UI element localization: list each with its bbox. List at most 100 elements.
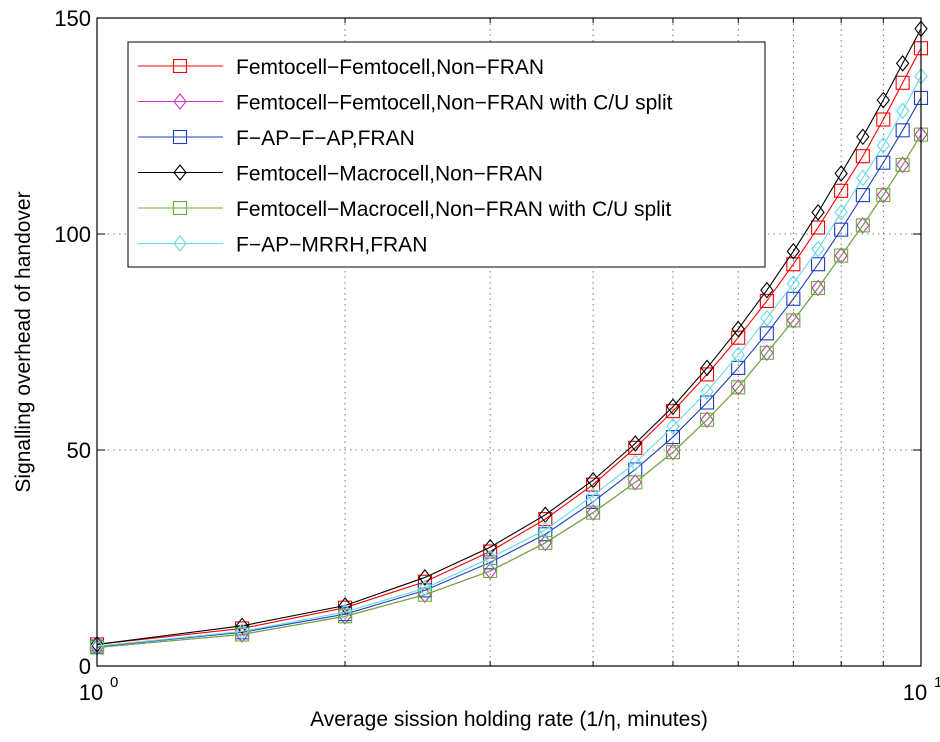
data-point	[700, 412, 715, 427]
data-point	[628, 440, 643, 455]
data-point	[834, 222, 849, 237]
data-point	[731, 378, 745, 396]
data-point	[665, 404, 681, 419]
data-point	[700, 411, 714, 429]
data-point	[666, 398, 680, 416]
x-tick-exponent: 0	[110, 674, 118, 691]
data-point	[834, 183, 849, 198]
data-point	[834, 165, 848, 182]
series-5	[89, 127, 929, 655]
data-point	[834, 204, 848, 221]
data-point	[855, 218, 870, 233]
data-point	[586, 505, 601, 520]
legend-item: F−AP−F−AP,FRAN	[138, 127, 415, 150]
data-point	[811, 220, 826, 235]
data-point	[628, 474, 642, 491]
series-6	[90, 67, 928, 655]
legend: Femtocell−Femtocell,Non−FRAN Femtocell−Fe…	[127, 41, 766, 268]
legend-label: Femtocell−Femtocell,Non−FRAN with C/U sp…	[236, 92, 673, 115]
legend-marker	[173, 93, 187, 110]
series-3	[89, 90, 929, 654]
x-tick-label: 10	[903, 680, 927, 705]
data-point	[760, 281, 774, 299]
data-point	[759, 326, 774, 341]
data-point	[876, 137, 891, 154]
plot-area-frame	[96, 17, 922, 667]
data-point	[895, 123, 910, 138]
data-point	[700, 359, 714, 377]
x-tick-label: 10	[79, 680, 103, 705]
data-point	[759, 293, 774, 309]
data-point	[538, 535, 553, 550]
data-point	[811, 280, 826, 296]
data-point	[538, 521, 553, 539]
data-point	[876, 155, 891, 170]
data-point	[665, 429, 681, 445]
data-point	[834, 247, 848, 264]
data-point	[895, 102, 910, 120]
data-point	[786, 312, 801, 329]
data-point	[483, 563, 498, 579]
data-point	[811, 204, 825, 221]
legend-label: Femtocell−Femtocell,Non−FRAN	[236, 56, 544, 79]
data-point	[895, 157, 910, 172]
legend-marker	[173, 235, 187, 252]
data-point	[855, 149, 870, 164]
legend-item: Femtocell−Macrocell,Non−FRAN with C/U sp…	[138, 198, 671, 221]
legend-marker	[173, 164, 187, 181]
y-tick-label: 50	[67, 438, 91, 463]
data-point	[235, 627, 250, 642]
series-line	[96, 97, 922, 648]
series-line	[96, 47, 922, 645]
data-point	[856, 169, 870, 187]
y-tick-label: 0	[79, 654, 91, 679]
data-point	[876, 91, 891, 109]
data-point	[628, 435, 642, 452]
data-point	[666, 443, 680, 461]
data-point	[855, 188, 870, 203]
legend-label: F−AP−MRRH,FRAN	[236, 234, 427, 257]
legend-item: Femtocell−Femtocell,Non−FRAN	[138, 56, 544, 79]
data-point	[895, 156, 910, 174]
x-axis-title: Average sission holding rate (1/η, minut…	[310, 708, 708, 731]
legend-item: F−AP−MRRH,FRAN	[138, 234, 427, 257]
data-point	[338, 603, 352, 621]
data-point	[418, 586, 432, 604]
legend-label: Femtocell−Macrocell,Non−FRAN	[236, 163, 543, 186]
series-line	[96, 76, 922, 647]
data-point	[418, 569, 432, 586]
data-point	[811, 279, 825, 297]
data-point	[628, 454, 642, 472]
data-point	[895, 75, 910, 90]
data-point	[759, 345, 774, 360]
data-point	[235, 623, 249, 640]
data-point	[811, 240, 825, 258]
data-point	[666, 417, 680, 435]
data-point	[337, 609, 353, 624]
data-point	[760, 309, 774, 327]
data-point	[786, 257, 801, 272]
legend-marker	[172, 58, 188, 74]
data-point	[786, 242, 801, 260]
y-axis-title: Signalling overhead of handover	[12, 191, 35, 492]
legend-label: F−AP−F−AP,FRAN	[236, 127, 415, 150]
data-point	[760, 344, 774, 362]
data-point	[731, 380, 746, 395]
legend-item: Femtocell−Macrocell,Non−FRAN	[138, 163, 543, 186]
data-point	[731, 360, 746, 375]
series-4	[90, 20, 928, 653]
data-point	[786, 275, 801, 293]
legend-marker	[172, 129, 188, 145]
data-point	[731, 346, 745, 364]
data-point	[538, 527, 553, 542]
series-line	[96, 134, 922, 648]
legend-box	[127, 41, 766, 268]
data-point	[483, 538, 497, 556]
data-point	[786, 313, 801, 328]
data-point	[895, 54, 910, 72]
y-tick-label: 150	[54, 6, 91, 31]
plot-series	[89, 20, 929, 656]
data-point	[834, 248, 849, 263]
